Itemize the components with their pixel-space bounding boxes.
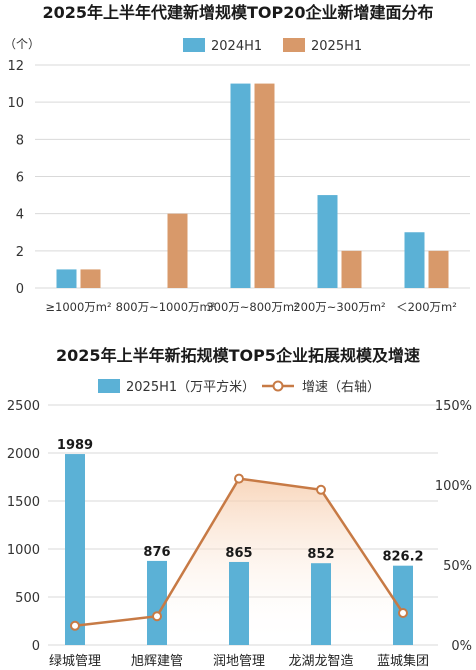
x-tick-label: 800万~1000万m² (116, 300, 216, 314)
y-tick-label: 6 (16, 171, 24, 186)
y2-tick-label: 150% (435, 399, 472, 414)
chart2-title: 2025年上半年新拓规模TOP5企业拓展规模及增速 (56, 346, 420, 365)
bar (167, 213, 188, 288)
y2-tick-label: 100% (435, 479, 472, 494)
bar (80, 269, 101, 288)
y-tick-label: 0 (32, 639, 40, 654)
y-tick-label: 4 (16, 208, 24, 223)
growth-point (152, 611, 162, 622)
y-tick-label: 0 (16, 282, 24, 297)
x-tick-label: 旭辉建管 (131, 654, 183, 669)
legend-swatch (283, 38, 305, 52)
bar (317, 195, 338, 288)
x-tick-label: 蓝城集团 (377, 653, 429, 669)
y-tick-label: 2 (16, 245, 24, 260)
bar (311, 563, 331, 645)
legend-marker (272, 380, 284, 392)
y-axis-label: （个） (4, 37, 40, 51)
growth-point (316, 484, 326, 495)
y-tick-label: 8 (16, 133, 24, 148)
bar (404, 232, 425, 288)
x-tick-label: 龙湖龙智造 (288, 654, 353, 669)
legend-label: 2024H1 (211, 39, 262, 54)
legend-label: 2025H1 (311, 39, 362, 54)
y-tick-label: 2000 (7, 447, 40, 462)
data-label: 865 (225, 546, 252, 561)
data-label: 876 (143, 545, 170, 560)
x-tick-label: ≥1000万m² (45, 300, 111, 314)
bar (341, 250, 362, 288)
bar (56, 269, 77, 288)
y2-tick-label: 0% (451, 639, 472, 654)
growth-point (398, 608, 408, 618)
bar (230, 83, 251, 288)
x-tick-label: 200万~300万m² (293, 300, 385, 314)
chart1-svg: （个） 0 2 4 6 8 10 12 2024H1 2025H1 ≥1000万m² 800万~100… (4, 37, 470, 314)
legend-swatch (98, 379, 120, 393)
x-tick-label: ＜200万m² (396, 300, 457, 314)
x-tick-label: 绿城管理 (49, 654, 101, 669)
y-tick-label: 500 (15, 591, 40, 606)
growth-point (70, 620, 80, 631)
data-label: 826.2 (382, 550, 423, 565)
bar (254, 83, 275, 288)
legend-swatch (183, 38, 205, 52)
legend-label: 2025H1（万平方米） (126, 379, 255, 395)
bar (229, 561, 249, 645)
y-tick-label: 12 (7, 59, 24, 74)
bar (147, 560, 167, 645)
y-tick-label: 1000 (7, 543, 40, 558)
bar (393, 565, 413, 645)
bar (65, 454, 85, 645)
chart1-title: 2025年上半年代建新增规模TOP20企业新增建面分布 (42, 3, 434, 22)
data-label: 852 (307, 547, 334, 562)
x-tick-label: 300万~800万m² (206, 300, 298, 314)
x-tick-label: 润地管理 (213, 654, 265, 669)
y-tick-label: 10 (7, 96, 24, 111)
legend-label: 增速（右轴） (302, 380, 380, 395)
chart2-svg: 0 500 1000 1500 2000 2500 0% 50% 100% 150% 2025H1（… (7, 379, 472, 669)
data-label: 1989 (57, 438, 93, 453)
bar (428, 250, 449, 288)
y-tick-label: 1500 (7, 495, 40, 510)
y-tick-label: 2500 (7, 399, 40, 414)
growth-point (234, 473, 244, 484)
y2-tick-label: 50% (443, 559, 472, 574)
